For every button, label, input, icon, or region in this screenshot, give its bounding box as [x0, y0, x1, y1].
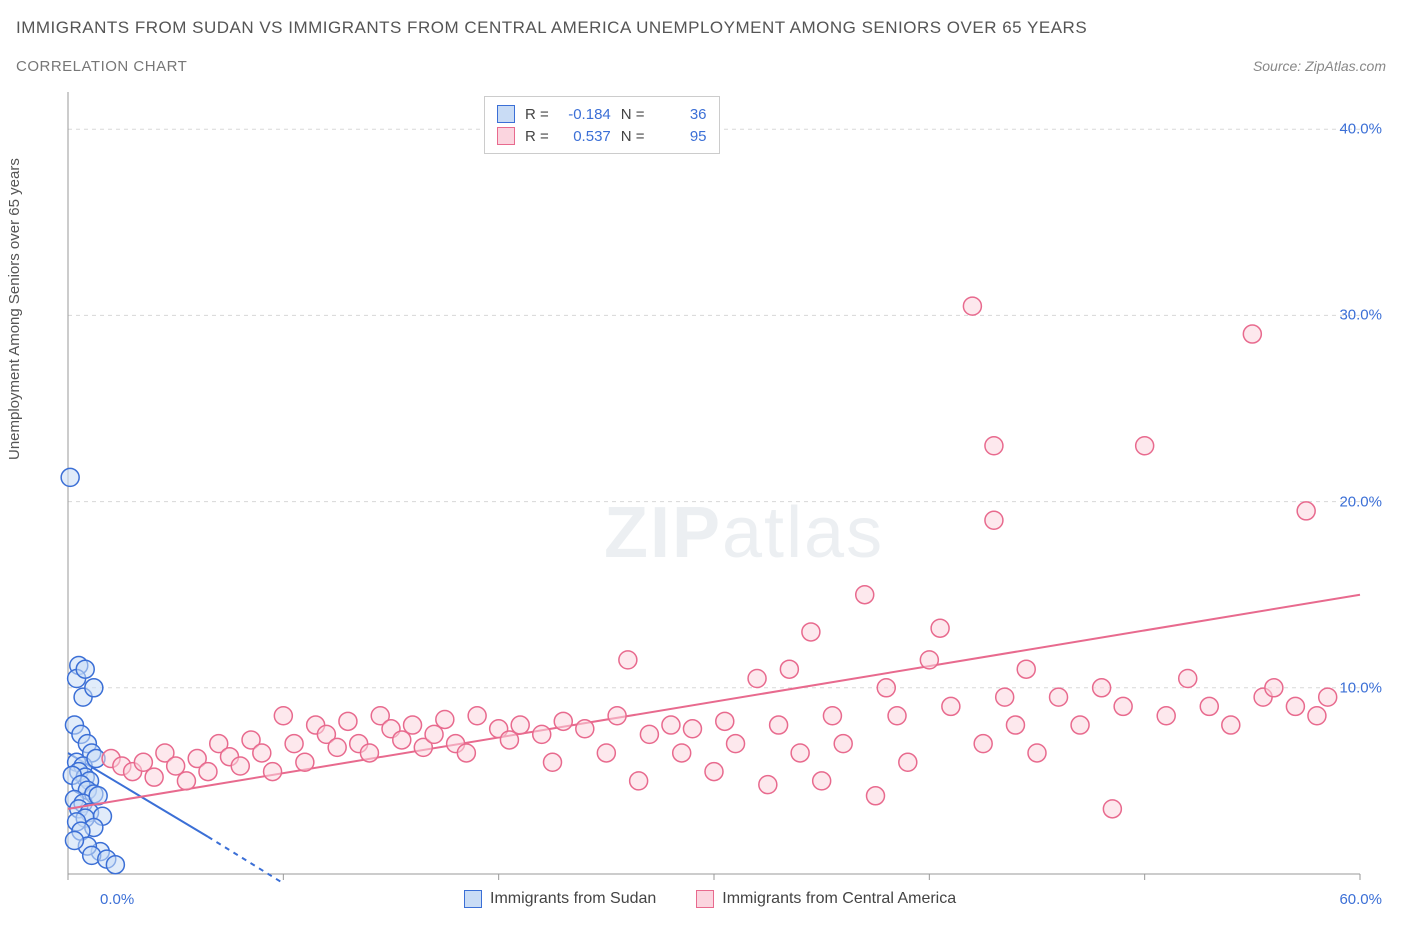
n-value-central-america: 95 [655, 128, 707, 145]
legend-swatch-central-america [497, 127, 515, 145]
n-label: N = [621, 128, 645, 145]
legend-item-sudan: Immigrants from Sudan [464, 890, 656, 908]
y-tick-label: 30.0% [1339, 307, 1382, 324]
legend-swatch-icon [696, 890, 714, 908]
scatter-chart [44, 92, 1390, 912]
chart-title: IMMIGRANTS FROM SUDAN VS IMMIGRANTS FROM… [16, 18, 1087, 38]
r-label: R = [525, 128, 549, 145]
legend-row-central-america: R = 0.537 N = 95 [497, 125, 707, 147]
legend-swatch-sudan [497, 105, 515, 123]
legend-label-central-america: Immigrants from Central America [722, 890, 956, 908]
y-axis-label: Unemployment Among Seniors over 65 years [6, 158, 23, 460]
correlation-legend-panel: R = -0.184 N = 36 R = 0.537 N = 95 [484, 96, 720, 154]
legend-row-sudan: R = -0.184 N = 36 [497, 103, 707, 125]
y-tick-label: 20.0% [1339, 493, 1382, 510]
chart-subtitle: CORRELATION CHART [16, 58, 187, 75]
x-tick-label-60: 60.0% [1339, 891, 1382, 908]
y-tick-label: 40.0% [1339, 121, 1382, 138]
series-legend: Immigrants from Sudan Immigrants from Ce… [464, 890, 956, 908]
legend-swatch-icon [464, 890, 482, 908]
legend-label-sudan: Immigrants from Sudan [490, 890, 656, 908]
chart-container: ZIPatlas R = -0.184 N = 36 R = 0.537 N =… [44, 92, 1390, 912]
source-attribution: Source: ZipAtlas.com [1253, 58, 1386, 74]
legend-item-central-america: Immigrants from Central America [696, 890, 956, 908]
x-tick-label-0: 0.0% [100, 891, 134, 908]
r-value-central-america: 0.537 [559, 128, 611, 145]
n-value-sudan: 36 [655, 106, 707, 123]
y-tick-label: 10.0% [1339, 679, 1382, 696]
n-label: N = [621, 106, 645, 123]
r-value-sudan: -0.184 [559, 106, 611, 123]
r-label: R = [525, 106, 549, 123]
